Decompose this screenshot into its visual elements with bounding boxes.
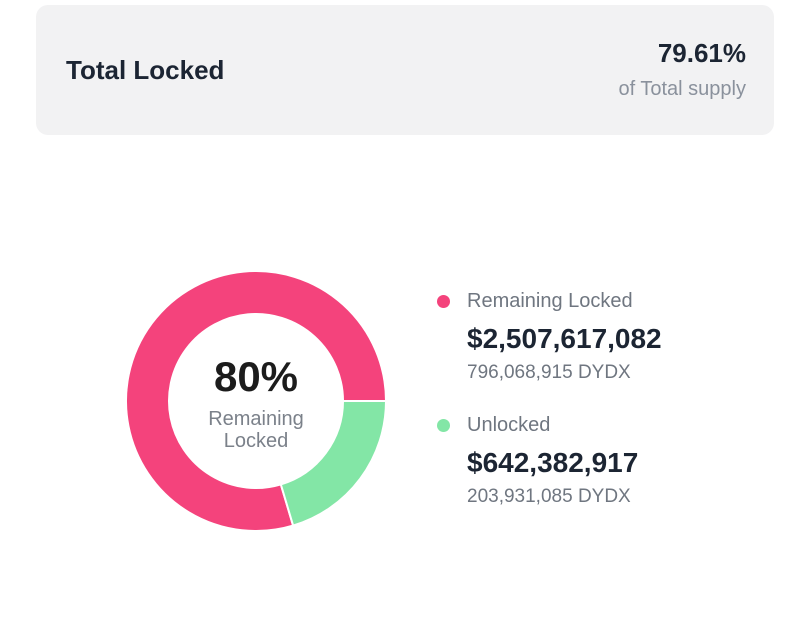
donut-slice-unlocked [279, 400, 387, 527]
legend-token-amount: 796,068,915 DYDX [467, 362, 631, 383]
donut-center-label: Remaining Locked [208, 408, 304, 452]
chart-legend: Remaining Locked $2,507,617,082 796,068,… [437, 288, 777, 536]
legend-label: Remaining Locked [467, 289, 633, 312]
total-locked-stat: 79.61% of Total supply [619, 37, 747, 101]
total-locked-title: Total Locked [66, 55, 225, 85]
total-locked-percent: 79.61% [657, 38, 746, 68]
total-locked-card: Total Locked 79.61% of Total supply [36, 5, 774, 135]
donut-center-value: 80% [213, 353, 299, 400]
donut-chart-svg [125, 270, 387, 532]
legend-usd-value: $642,382,917 [467, 447, 639, 478]
legend-item-remaining-locked: Remaining Locked $2,507,617,082 796,068,… [437, 288, 777, 412]
donut-slice-remaining-locked [125, 270, 387, 532]
total-locked-subtitle: of Total supply [618, 78, 747, 100]
legend-item-unlocked: Unlocked $642,382,917 203,931,085 DYDX [437, 412, 777, 536]
legend-label: Unlocked [467, 413, 551, 436]
donut-center: 80% Remaining Locked [125, 270, 387, 532]
lock-donut-chart: 80% Remaining Locked [125, 270, 387, 532]
locked-dot-icon [437, 294, 450, 308]
legend-usd-value: $2,507,617,082 [467, 323, 662, 354]
unlocked-dot-icon [437, 418, 450, 432]
legend-token-amount: 203,931,085 DYDX [467, 486, 631, 507]
